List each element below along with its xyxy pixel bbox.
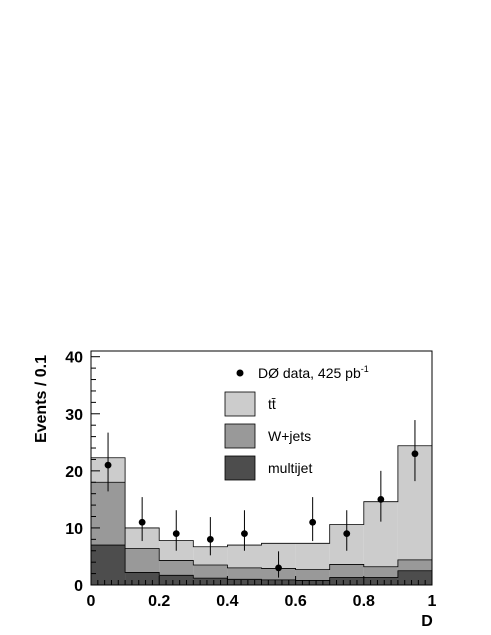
legend-data-superscript: -1: [361, 364, 369, 374]
y-tick-label: 40: [65, 350, 83, 367]
legend-data-marker: [236, 369, 244, 377]
bar-multijet: [295, 580, 330, 585]
outline-w-jets: [90, 481, 433, 585]
y-tick-label: 20: [65, 464, 83, 481]
data-point: [377, 495, 385, 503]
bar-multijet: [159, 575, 194, 585]
legend-data-text: DØ data, 425 pb: [258, 365, 361, 381]
data-point: [309, 518, 317, 526]
axis-ticks: [90, 356, 433, 586]
legend-wjets-swatch: [224, 423, 256, 449]
x-tick-label: 0: [87, 593, 96, 610]
histogram-bars: [90, 445, 433, 585]
y-axis-title: Events / 0.1: [33, 355, 50, 443]
bar-multijet: [397, 570, 432, 585]
legend: DØ data, 425 pb-1 tt̄ W+jets multijet: [224, 364, 369, 481]
data-point: [206, 535, 214, 543]
y-tick-label: 10: [65, 521, 83, 538]
legend-ttbar-label: tt̄: [268, 396, 276, 412]
bar-multijet: [329, 577, 364, 585]
bar-multijet: [363, 577, 398, 585]
data-point: [411, 450, 419, 458]
bar-multijet: [125, 572, 160, 585]
x-axis-title: D: [421, 613, 433, 630]
data-point: [275, 564, 282, 572]
x-tick-label: 0.2: [148, 593, 170, 610]
data-point: [104, 461, 112, 469]
bar-multijet: [261, 579, 296, 585]
data-point: [241, 530, 248, 538]
data-point: [343, 530, 351, 538]
legend-ttbar-swatch: [224, 391, 256, 417]
x-tick-label: 0.4: [216, 593, 238, 610]
legend-multijet-swatch: [224, 455, 256, 481]
y-tick-label: 0: [74, 578, 83, 595]
legend-multijet-label: multijet: [268, 460, 312, 476]
legend-wjets-label: W+jets: [268, 428, 311, 444]
data-point: [138, 518, 146, 526]
x-tick-label: 0.8: [353, 593, 375, 610]
bar-multijet: [227, 579, 262, 585]
x-tick-label: 0.6: [284, 593, 306, 610]
x-tick-label: 1: [428, 593, 437, 610]
y-tick-label: 30: [65, 407, 83, 424]
bar-multijet: [91, 545, 126, 585]
legend-data-label: DØ data, 425 pb-1: [258, 364, 369, 381]
outline-multijet: [90, 544, 433, 585]
bar-multijet: [193, 578, 228, 585]
data-point: [172, 530, 180, 538]
outline-tt-: [90, 445, 433, 585]
data-points: [104, 420, 419, 578]
